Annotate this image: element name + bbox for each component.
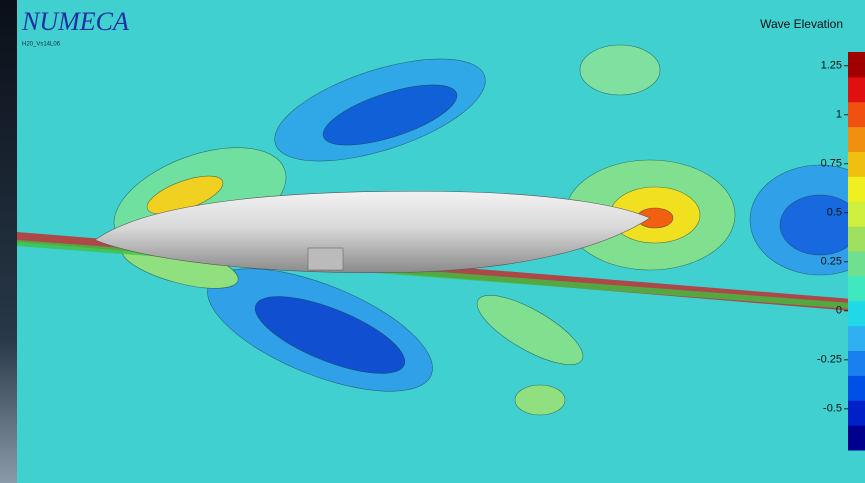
colorbar-label: -0.25: [817, 354, 842, 366]
contours: [113, 44, 865, 416]
colorbar-band: [848, 425, 865, 451]
colorbar-band: [848, 400, 865, 426]
legend-title: Wave Elevation: [760, 17, 843, 31]
colorbar-band: [848, 176, 865, 202]
case-name: H20_Vs14L06: [22, 42, 61, 48]
colorbar-band: [848, 325, 865, 351]
colorbar-label: 0.75: [821, 158, 842, 170]
keel: [307, 247, 344, 271]
colorbar-label: 0.25: [821, 256, 842, 268]
colorbar-label: -0.5: [823, 403, 842, 415]
colorbar-label: 1.25: [821, 60, 842, 72]
colorbar-band: [848, 201, 865, 227]
colorbar-band: [848, 300, 865, 327]
logo: NUMECA: [21, 7, 129, 36]
colorbar-band: [848, 126, 865, 152]
colorbar-band: [848, 226, 865, 252]
colorbar-band: [848, 151, 865, 177]
colorbar-label: 1: [836, 109, 842, 121]
colorbar-band: [848, 275, 865, 302]
colorbar-band: [848, 350, 865, 376]
colorbar-band: [848, 52, 865, 78]
hull: [94, 190, 651, 273]
colorbar-band: [848, 375, 865, 401]
colorbar-label: 0: [836, 305, 842, 317]
colorbar-band: [848, 76, 865, 103]
colorbar-band: [848, 251, 865, 277]
backdrop: [0, 0, 17, 483]
colorbar-band: [848, 101, 865, 128]
colorbar-label: 0.5: [827, 207, 842, 219]
